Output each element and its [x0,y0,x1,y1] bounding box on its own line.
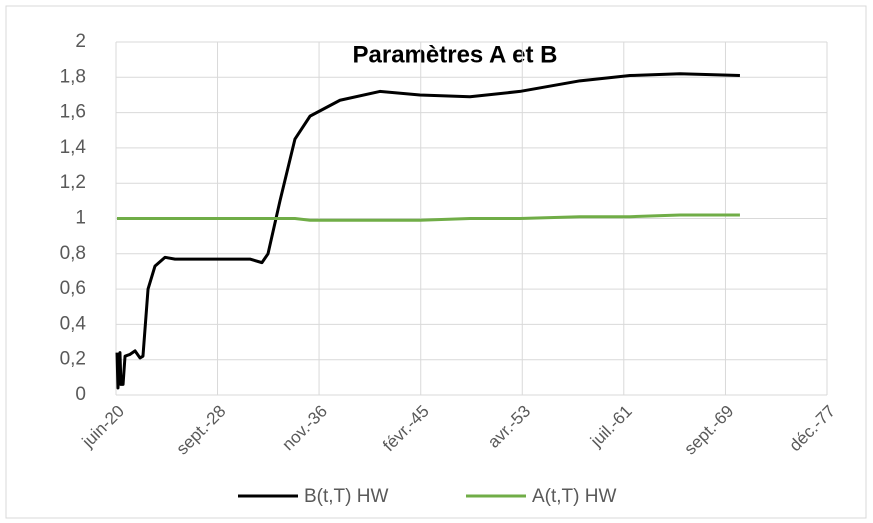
y-tick-label: 0,8 [60,243,86,264]
y-tick-label: 2 [75,31,86,52]
series-line [115,72,740,390]
y-tick-label: 1,4 [60,137,87,158]
y-tick-label: 1 [75,208,86,229]
y-tick-label: 0 [75,384,86,405]
y-tick-label: 0,6 [60,278,86,299]
y-tick-label: 0,4 [60,313,87,334]
chart-border [5,5,867,519]
y-tick-label: 1,8 [60,66,86,87]
y-tick-label: 1,2 [60,172,86,193]
series-line [116,213,740,222]
y-tick-label: 0,2 [60,349,86,370]
legend-label: B(t,T) HW [304,486,388,507]
legend-label: A(t,T) HW [532,486,616,507]
y-tick-label: 1,6 [60,102,86,123]
chart-title: Paramètres A et B [353,41,558,68]
